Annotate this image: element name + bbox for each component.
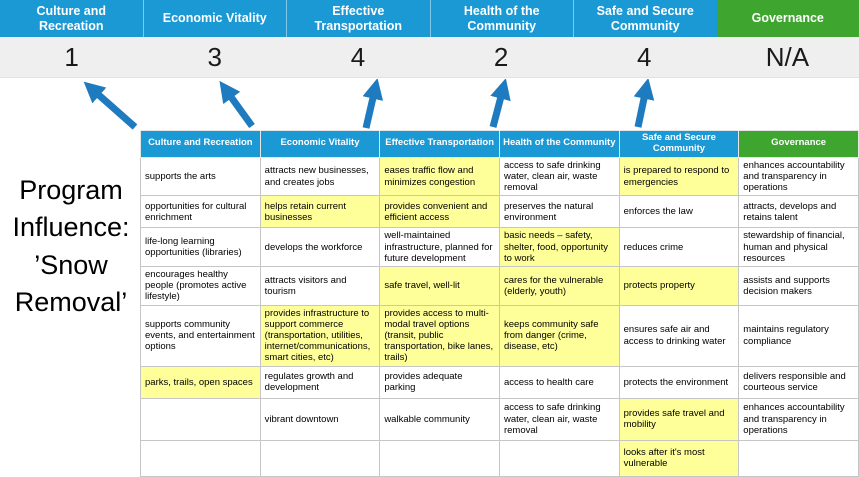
arrow-health-community: [493, 89, 503, 127]
summary-col-label: Health of the Community: [441, 4, 564, 34]
matrix-cell: life-long learning opportunities (librar…: [141, 228, 261, 267]
matrix-cell: develops the workforce: [260, 228, 380, 267]
table-row: looks after it's most vulnerable: [141, 440, 859, 476]
arrow-culture-recreation: [92, 89, 135, 127]
score-health-community: 2: [430, 37, 573, 77]
score-economic-vitality: 3: [143, 37, 286, 77]
summary-col-effective-transportation: Effective Transportation: [287, 0, 431, 37]
matrix-cell: maintains regulatory compliance: [739, 305, 859, 366]
matrix-cell: protects property: [619, 267, 739, 306]
program-title: Program Influence: ’Snow Removal’: [0, 172, 142, 321]
summary-col-culture-recreation: Culture and Recreation: [0, 0, 144, 37]
matrix-cell: [380, 440, 500, 476]
matrix-cell: provides adequate parking: [380, 366, 500, 398]
matrix-cell: assists and supports decision makers: [739, 267, 859, 306]
score-culture-recreation: 1: [0, 37, 143, 77]
matrix-cell: basic needs – safety, shelter, food, opp…: [499, 228, 619, 267]
matrix-cell: attracts, develops and retains talent: [739, 196, 859, 228]
influence-arrows: [0, 79, 859, 132]
matrix-header-effective-transportation: Effective Transportation: [380, 131, 500, 158]
matrix-header-economic-vitality: Economic Vitality: [260, 131, 380, 158]
matrix-cell: provides safe travel and mobility: [619, 398, 739, 440]
matrix-cell: walkable community: [380, 398, 500, 440]
matrix-cell: provides convenient and efficient access: [380, 196, 500, 228]
matrix-cell: protects the environment: [619, 366, 739, 398]
summary-col-economic-vitality: Economic Vitality: [144, 0, 288, 37]
matrix-cell: [141, 398, 261, 440]
matrix-cell: helps retain current businesses: [260, 196, 380, 228]
matrix-cell: opportunities for cultural enrichment: [141, 196, 261, 228]
matrix-cell: stewardship of financial, human and phys…: [739, 228, 859, 267]
matrix-cell: access to safe drinking water, clean air…: [499, 398, 619, 440]
matrix-cell: safe travel, well-lit: [380, 267, 500, 306]
matrix-cell: well-maintained infrastructure, planned …: [380, 228, 500, 267]
score-row: 1 3 4 2 4 N/A: [0, 37, 859, 78]
matrix-cell: attracts new businesses, and creates job…: [260, 157, 380, 196]
matrix-header-governance: Governance: [739, 131, 859, 158]
summary-col-health-community: Health of the Community: [431, 0, 575, 37]
matrix-cell: regulates growth and development: [260, 366, 380, 398]
score-effective-transportation: 4: [286, 37, 429, 77]
summary-col-label: Safe and Secure Community: [584, 4, 707, 34]
matrix-cell: access to safe drinking water, clean air…: [499, 157, 619, 196]
matrix-cell: vibrant downtown: [260, 398, 380, 440]
summary-col-label: Culture and Recreation: [10, 4, 133, 34]
matrix-cell: encourages healthy people (promotes acti…: [141, 267, 261, 306]
matrix-header-health-of-the-community: Health of the Community: [499, 131, 619, 158]
table-row: life-long learning opportunities (librar…: [141, 228, 859, 267]
summary-col-label: Economic Vitality: [163, 11, 267, 26]
matrix-cell: delivers responsible and courteous servi…: [739, 366, 859, 398]
score-governance: N/A: [716, 37, 859, 77]
matrix-cell: ensures safe air and access to drinking …: [619, 305, 739, 366]
summary-col-label: Governance: [752, 11, 824, 26]
arrow-safe-secure-community: [638, 89, 646, 127]
matrix-cell: [141, 440, 261, 476]
matrix-cell: access to health care: [499, 366, 619, 398]
matrix-cell: [260, 440, 380, 476]
matrix-cell: preserves the natural environment: [499, 196, 619, 228]
arrow-economic-vitality: [226, 90, 252, 126]
summary-col-safe-secure-community: Safe and Secure Community: [574, 0, 717, 37]
matrix-header-safe-and-secure-community: Safe and Secure Community: [619, 131, 739, 158]
matrix-cell: is prepared to respond to emergencies: [619, 157, 739, 196]
matrix-cell: enforces the law: [619, 196, 739, 228]
matrix-cell: keeps community safe from danger (crime,…: [499, 305, 619, 366]
matrix-cell: [499, 440, 619, 476]
table-row: supports community events, and entertain…: [141, 305, 859, 366]
matrix-cell: parks, trails, open spaces: [141, 366, 261, 398]
summary-col-label: Effective Transportation: [297, 4, 420, 34]
matrix-header-culture-and-recreation: Culture and Recreation: [141, 131, 261, 158]
matrix-cell: supports the arts: [141, 157, 261, 196]
matrix-cell: reduces crime: [619, 228, 739, 267]
matrix-cell: looks after it's most vulnerable: [619, 440, 739, 476]
summary-header: Culture and Recreation Economic Vitality…: [0, 0, 859, 37]
matrix-cell: attracts visitors and tourism: [260, 267, 380, 306]
arrow-effective-transportation: [366, 89, 375, 128]
table-row: encourages healthy people (promotes acti…: [141, 267, 859, 306]
matrix-cell: provides infrastructure to support comme…: [260, 305, 380, 366]
matrix-cell: provides access to multi-modal travel op…: [380, 305, 500, 366]
summary-col-governance: Governance: [717, 0, 859, 37]
score-safe-secure-community: 4: [573, 37, 716, 77]
matrix-cell: enhances accountability and transparency…: [739, 157, 859, 196]
matrix-cell: cares for the vulnerable (elderly, youth…: [499, 267, 619, 306]
matrix-cell: [739, 440, 859, 476]
matrix-cell: eases traffic flow and minimizes congest…: [380, 157, 500, 196]
matrix-cell: enhances accountability and transparency…: [739, 398, 859, 440]
matrix-cell: supports community events, and entertain…: [141, 305, 261, 366]
